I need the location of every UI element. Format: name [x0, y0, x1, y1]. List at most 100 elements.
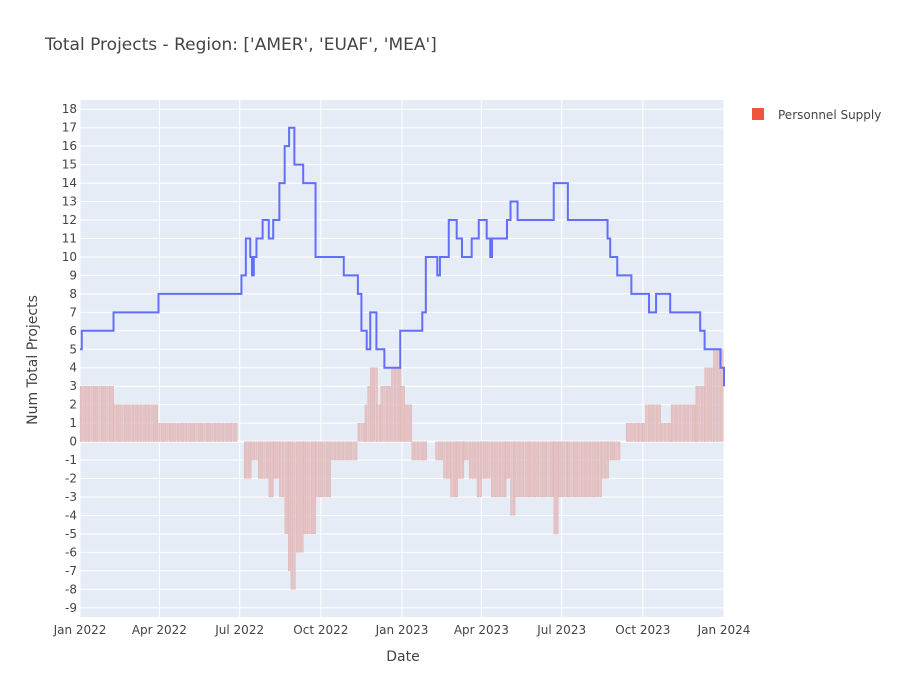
personnel-supply-bar — [187, 422, 190, 442]
personnel-supply-bar — [303, 441, 306, 535]
personnel-supply-bar — [655, 404, 659, 442]
x-tick-label: Oct 2023 — [615, 623, 670, 637]
personnel-supply-bar — [450, 441, 453, 498]
y-tick-label: -6 — [65, 545, 77, 559]
personnel-supply-bar — [603, 441, 607, 479]
y-tick-label: 16 — [62, 139, 77, 153]
personnel-supply-bar — [232, 422, 235, 442]
personnel-supply-bar — [422, 441, 425, 461]
personnel-supply-bar — [263, 441, 266, 479]
personnel-supply-bar — [516, 441, 519, 498]
personnel-supply-bar — [195, 422, 198, 442]
personnel-supply-bar — [315, 441, 318, 498]
personnel-supply-bar — [123, 404, 127, 442]
personnel-supply-bars — [79, 349, 724, 590]
personnel-supply-bar — [471, 441, 474, 479]
personnel-supply-bar — [485, 441, 488, 479]
personnel-supply-bar — [594, 441, 597, 498]
y-tick-label: 0 — [69, 435, 77, 449]
personnel-supply-bar — [612, 441, 615, 461]
personnel-supply-bar — [116, 404, 119, 442]
personnel-supply-bar — [198, 422, 201, 442]
personnel-supply-bar — [158, 422, 161, 442]
y-tick-label: 10 — [62, 250, 77, 264]
personnel-supply-bar — [229, 422, 233, 442]
personnel-supply-bar — [90, 386, 93, 442]
personnel-supply-bar — [352, 441, 355, 461]
y-tick-label: 2 — [69, 398, 77, 412]
personnel-supply-bar — [596, 441, 600, 498]
personnel-supply-bar — [695, 386, 698, 442]
personnel-supply-bar — [367, 386, 370, 442]
y-tick-label: -4 — [65, 508, 77, 522]
personnel-supply-bar — [438, 441, 441, 461]
y-tick-label: -3 — [65, 490, 77, 504]
personnel-supply-bar — [400, 386, 403, 442]
personnel-supply-bar — [211, 422, 214, 442]
personnel-supply-bar — [572, 441, 576, 498]
personnel-supply-bar — [563, 441, 566, 498]
personnel-supply-bar — [704, 367, 707, 442]
x-tick-label: Apr 2023 — [454, 623, 509, 637]
legend-label-personnel-supply[interactable]: Personnel Supply — [778, 108, 881, 122]
personnel-supply-bar — [424, 441, 428, 461]
personnel-supply-bar — [153, 404, 156, 442]
personnel-supply-bar — [663, 422, 667, 442]
y-tick-label: 9 — [69, 268, 77, 282]
personnel-supply-bar — [147, 404, 151, 442]
chart-title: Total Projects - Region: ['AMER', 'EUAF'… — [44, 35, 437, 55]
y-tick-label: -5 — [65, 527, 77, 541]
personnel-supply-bar — [645, 404, 648, 442]
personnel-supply-bar — [255, 441, 258, 461]
personnel-supply-bar — [435, 441, 438, 461]
personnel-supply-bar — [163, 422, 166, 442]
personnel-supply-bar — [586, 441, 589, 498]
personnel-supply-bar — [79, 386, 83, 442]
personnel-supply-bar — [440, 441, 443, 461]
personnel-supply-bar — [224, 422, 227, 442]
y-tick-label: -9 — [65, 601, 77, 615]
personnel-supply-bar — [243, 441, 247, 479]
y-tick-label: 1 — [69, 416, 77, 430]
personnel-supply-bar — [268, 441, 271, 498]
personnel-supply-bar — [483, 441, 486, 479]
y-tick-label: 18 — [62, 102, 77, 116]
personnel-supply-bar — [628, 422, 631, 442]
personnel-supply-bar — [416, 441, 420, 461]
y-tick-label: 11 — [62, 231, 77, 245]
personnel-supply-bar — [320, 441, 323, 498]
personnel-supply-bar — [179, 422, 182, 442]
y-tick-label: -8 — [65, 582, 77, 596]
personnel-supply-bar — [129, 404, 132, 442]
personnel-supply-bar — [126, 404, 129, 442]
personnel-supply-bar — [642, 422, 645, 442]
personnel-supply-bar — [617, 441, 621, 461]
personnel-supply-bar — [521, 441, 525, 498]
legend[interactable]: Personnel Supply — [752, 108, 881, 122]
personnel-supply-bar — [281, 441, 285, 498]
personnel-supply-bar — [678, 404, 682, 442]
personnel-supply-bar — [93, 386, 96, 442]
personnel-supply-bar — [388, 386, 391, 442]
y-tick-label: 3 — [69, 379, 77, 393]
personnel-supply-bar — [707, 367, 710, 442]
personnel-supply-bar — [383, 386, 386, 442]
personnel-supply-bar — [347, 441, 350, 461]
personnel-supply-bar — [638, 422, 641, 442]
personnel-supply-bar — [328, 441, 331, 498]
personnel-supply-bar — [601, 441, 604, 479]
legend-marker-personnel-supply[interactable] — [752, 108, 764, 120]
personnel-supply-bar — [208, 422, 211, 442]
y-tick-label: 6 — [69, 324, 77, 338]
y-tick-label: -2 — [65, 472, 77, 486]
personnel-supply-bar — [625, 422, 629, 442]
personnel-supply-bar — [113, 404, 116, 442]
personnel-supply-bar — [709, 367, 712, 442]
personnel-supply-bar — [200, 422, 203, 442]
personnel-supply-bar — [553, 441, 556, 535]
personnel-supply-bar — [610, 441, 613, 461]
personnel-supply-bar — [150, 404, 153, 442]
personnel-supply-bar — [295, 441, 299, 553]
personnel-supply-bar — [323, 441, 326, 498]
